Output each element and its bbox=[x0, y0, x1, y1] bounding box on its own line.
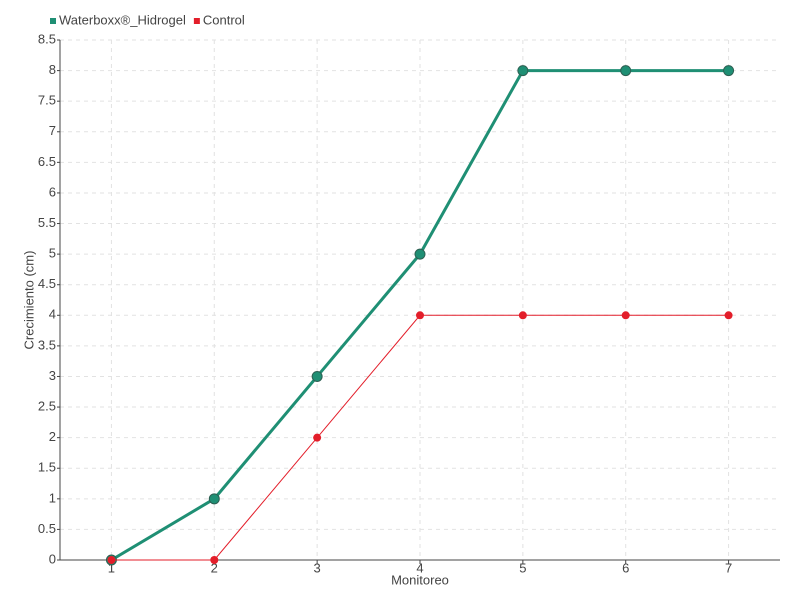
x-tick-label: 7 bbox=[725, 560, 732, 575]
y-tick-label: 0.5 bbox=[38, 521, 56, 536]
x-tick-label: 6 bbox=[622, 560, 629, 575]
legend-label: Waterboxx®_Hidrogel bbox=[59, 12, 186, 27]
y-tick-label: 4.5 bbox=[38, 276, 56, 291]
y-tick-label: 0 bbox=[49, 551, 56, 566]
y-axis-label: Crecimiento (cm) bbox=[21, 251, 36, 350]
y-tick-label: 7 bbox=[49, 123, 56, 138]
x-tick-label: 3 bbox=[314, 560, 321, 575]
y-tick-label: 7.5 bbox=[38, 93, 56, 108]
y-tick-label: 6.5 bbox=[38, 154, 56, 169]
x-tick-label: 5 bbox=[519, 560, 526, 575]
data-point bbox=[414, 248, 426, 260]
data-point bbox=[621, 311, 630, 320]
data-point bbox=[210, 556, 219, 564]
data-point bbox=[107, 556, 116, 564]
y-tick-label: 1.5 bbox=[38, 460, 56, 475]
y-tick-label: 6 bbox=[49, 184, 56, 199]
y-tick-label: 5 bbox=[49, 246, 56, 261]
legend-swatch bbox=[50, 18, 56, 24]
data-point bbox=[518, 311, 527, 320]
data-point bbox=[620, 65, 632, 77]
legend-swatch bbox=[193, 18, 200, 24]
x-tick-label: 4 bbox=[416, 560, 423, 575]
y-tick-label: 8 bbox=[49, 62, 56, 77]
data-point bbox=[311, 370, 323, 382]
y-tick-label: 4 bbox=[49, 307, 56, 322]
data-point bbox=[416, 311, 424, 320]
data-point bbox=[313, 433, 322, 442]
y-tick-label: 8.5 bbox=[38, 31, 56, 46]
y-tick-label: 5.5 bbox=[38, 215, 56, 230]
y-tick-label: 2 bbox=[49, 429, 56, 444]
y-tick-label: 3.5 bbox=[38, 337, 56, 352]
x-axis-label: Monitoreo bbox=[391, 572, 449, 587]
data-point bbox=[724, 311, 733, 320]
legend-label: Control bbox=[203, 12, 245, 27]
data-point bbox=[208, 493, 220, 505]
y-tick-label: 1 bbox=[49, 490, 56, 505]
x-tick-label: 2 bbox=[211, 560, 218, 575]
y-tick-label: 2.5 bbox=[38, 398, 56, 413]
y-tick-label: 3 bbox=[49, 368, 56, 383]
data-point bbox=[723, 65, 735, 77]
x-tick-label: 1 bbox=[108, 560, 115, 575]
data-point bbox=[517, 65, 529, 77]
